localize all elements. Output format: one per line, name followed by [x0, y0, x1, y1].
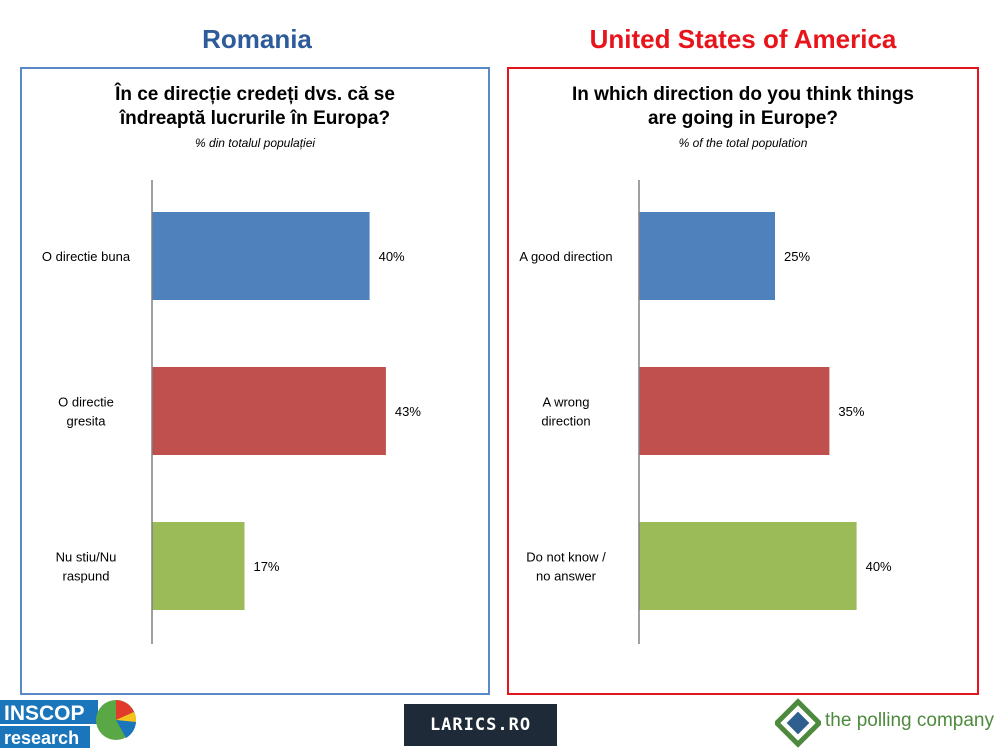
usa-chart-panel: In which direction do you think things a… [507, 67, 979, 695]
chart-title-line: În ce direcție credeți dvs. că se [115, 84, 395, 105]
polling-company-icon [775, 698, 821, 748]
chart-title-line: îndreaptă lucrurile în Europa? [119, 108, 391, 129]
chart-title-line: are going in Europe? [647, 108, 838, 129]
larics-logo: LARICS.RO [404, 704, 557, 746]
svg-text:research: research [4, 728, 79, 748]
svg-text:INSCOP: INSCOP [4, 702, 85, 725]
usa-title: United States of America [589, 24, 897, 54]
category-label: Nu stiu/Nu [56, 550, 117, 565]
romania-chart-panel: În ce direcție credeți dvs. că se îndrea… [20, 67, 490, 695]
data-label: 40% [866, 559, 892, 574]
bar [152, 522, 245, 610]
data-label: 35% [838, 404, 864, 419]
bar [152, 212, 370, 300]
polling-company-text: the polling company [825, 710, 994, 731]
data-label: 40% [379, 249, 405, 264]
polling-company-logo: the polling company [775, 698, 1000, 750]
larics-logo-text: LARICS.RO [429, 715, 532, 735]
inscop-logo: INSCOP research [0, 698, 140, 750]
data-label: 25% [784, 249, 810, 264]
category-label: no answer [536, 569, 597, 584]
category-label: O directie buna [42, 249, 131, 264]
inscop-logo-image: INSCOP research [0, 700, 137, 748]
bar [639, 522, 857, 610]
chart-title-line: In which direction do you think things [572, 84, 914, 105]
category-label: gresita [66, 414, 106, 429]
usa-bar-chart: 25% A good direction 35% A wrong direction 40… [519, 180, 892, 644]
data-label: 43% [395, 404, 421, 419]
category-label: Do not know / [526, 550, 606, 565]
category-label: raspund [63, 569, 110, 584]
bar [152, 367, 386, 455]
romania-title: Romania [202, 24, 312, 54]
category-label: A good direction [519, 249, 612, 264]
chart-subtitle: % of the total population [678, 136, 808, 150]
romania-bar-chart: 40% O directie buna 43% O directie gresita 17… [42, 180, 421, 644]
data-label: 17% [253, 559, 279, 574]
category-label: direction [541, 414, 590, 429]
category-label: A wrong [543, 395, 590, 410]
chart-title: In which direction do you think things a… [509, 83, 977, 131]
chart-title: În ce direcție credeți dvs. că se îndrea… [22, 83, 488, 131]
bar [639, 212, 775, 300]
category-label: O directie [58, 395, 114, 410]
chart-subtitle: % din totalul populației [194, 136, 316, 150]
bar [639, 367, 830, 455]
